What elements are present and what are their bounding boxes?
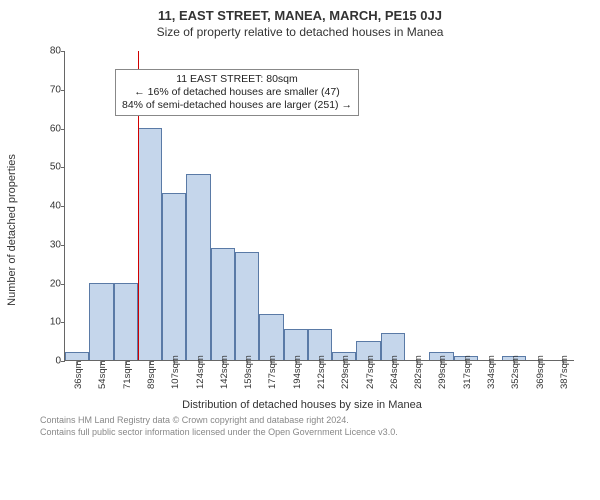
x-tick-mark: [126, 360, 127, 364]
y-tick-mark: [61, 284, 65, 285]
y-tick-label: 0: [35, 356, 61, 367]
histogram-bar: [65, 352, 89, 360]
y-tick-mark: [61, 322, 65, 323]
x-tick-mark: [466, 360, 467, 364]
x-tick-label: 229sqm: [340, 355, 351, 389]
x-tick-label: 352sqm: [510, 355, 521, 389]
y-tick-mark: [61, 361, 65, 362]
y-tick-label: 30: [35, 239, 61, 250]
x-tick-label: 317sqm: [462, 355, 473, 389]
x-tick-mark: [101, 360, 102, 364]
y-tick-mark: [61, 90, 65, 91]
x-tick-mark: [77, 360, 78, 364]
histogram-bar: [138, 128, 162, 361]
x-tick-mark: [417, 360, 418, 364]
x-tick-mark: [514, 360, 515, 364]
chart-container: 11, EAST STREET, MANEA, MARCH, PE15 0JJ …: [0, 0, 600, 500]
histogram-bar: [162, 193, 186, 360]
x-tick-mark: [563, 360, 564, 364]
x-tick-label: 334sqm: [486, 355, 497, 389]
y-tick-mark: [61, 245, 65, 246]
x-tick-label: 194sqm: [292, 355, 303, 389]
x-tick-mark: [296, 360, 297, 364]
y-tick-mark: [61, 51, 65, 52]
histogram-bar: [186, 174, 210, 360]
histogram-bar: [211, 248, 235, 360]
x-tick-label: 36sqm: [73, 360, 84, 389]
y-tick-mark: [61, 167, 65, 168]
x-tick-label: 71sqm: [122, 360, 133, 389]
x-tick-mark: [199, 360, 200, 364]
x-tick-label: 159sqm: [243, 355, 254, 389]
histogram-bar: [114, 283, 138, 361]
x-tick-mark: [223, 360, 224, 364]
chart-title-main: 11, EAST STREET, MANEA, MARCH, PE15 0JJ: [10, 8, 590, 23]
x-tick-label: 282sqm: [413, 355, 424, 389]
footer-line2: Contains full public sector information …: [40, 427, 590, 439]
x-tick-mark: [174, 360, 175, 364]
histogram-bar: [235, 252, 259, 361]
x-tick-mark: [490, 360, 491, 364]
chart-title-sub: Size of property relative to detached ho…: [10, 25, 590, 39]
x-tick-mark: [369, 360, 370, 364]
x-tick-label: 107sqm: [170, 355, 181, 389]
x-axis-label: Distribution of detached houses by size …: [22, 399, 582, 411]
x-tick-mark: [539, 360, 540, 364]
y-tick-mark: [61, 129, 65, 130]
histogram-bar: [89, 283, 113, 361]
chart-wrap: Number of detached properties 0102030405…: [22, 45, 582, 415]
x-tick-label: 299sqm: [437, 355, 448, 389]
annotation-line3: 84% of semi-detached houses are larger (…: [122, 99, 352, 112]
x-tick-label: 387sqm: [559, 355, 570, 389]
y-tick-label: 40: [35, 201, 61, 212]
x-tick-label: 212sqm: [316, 355, 327, 389]
annotation-line2: ← 16% of detached houses are smaller (47…: [122, 86, 352, 99]
x-tick-label: 124sqm: [195, 355, 206, 389]
y-tick-label: 50: [35, 162, 61, 173]
x-tick-mark: [320, 360, 321, 364]
x-tick-label: 369sqm: [535, 355, 546, 389]
y-axis-label: Number of detached properties: [6, 154, 18, 306]
plot-area: 0102030405060708036sqm54sqm71sqm89sqm107…: [64, 51, 574, 361]
x-tick-mark: [150, 360, 151, 364]
x-tick-label: 54sqm: [97, 360, 108, 389]
x-tick-label: 247sqm: [365, 355, 376, 389]
x-tick-label: 264sqm: [389, 355, 400, 389]
histogram-bar: [259, 314, 283, 361]
y-tick-label: 70: [35, 84, 61, 95]
x-tick-mark: [247, 360, 248, 364]
y-tick-label: 60: [35, 123, 61, 134]
x-tick-label: 89sqm: [146, 360, 157, 389]
x-tick-mark: [393, 360, 394, 364]
y-tick-label: 80: [35, 46, 61, 57]
y-tick-label: 10: [35, 317, 61, 328]
y-tick-mark: [61, 206, 65, 207]
x-tick-mark: [271, 360, 272, 364]
x-tick-label: 142sqm: [219, 355, 230, 389]
x-tick-mark: [441, 360, 442, 364]
footer-line1: Contains HM Land Registry data © Crown c…: [40, 415, 590, 427]
annotation-line1: 11 EAST STREET: 80sqm: [122, 73, 352, 86]
y-tick-label: 20: [35, 278, 61, 289]
annotation-box: 11 EAST STREET: 80sqm ← 16% of detached …: [115, 69, 359, 116]
x-tick-label: 177sqm: [267, 355, 278, 389]
x-tick-mark: [344, 360, 345, 364]
footer: Contains HM Land Registry data © Crown c…: [40, 415, 590, 438]
